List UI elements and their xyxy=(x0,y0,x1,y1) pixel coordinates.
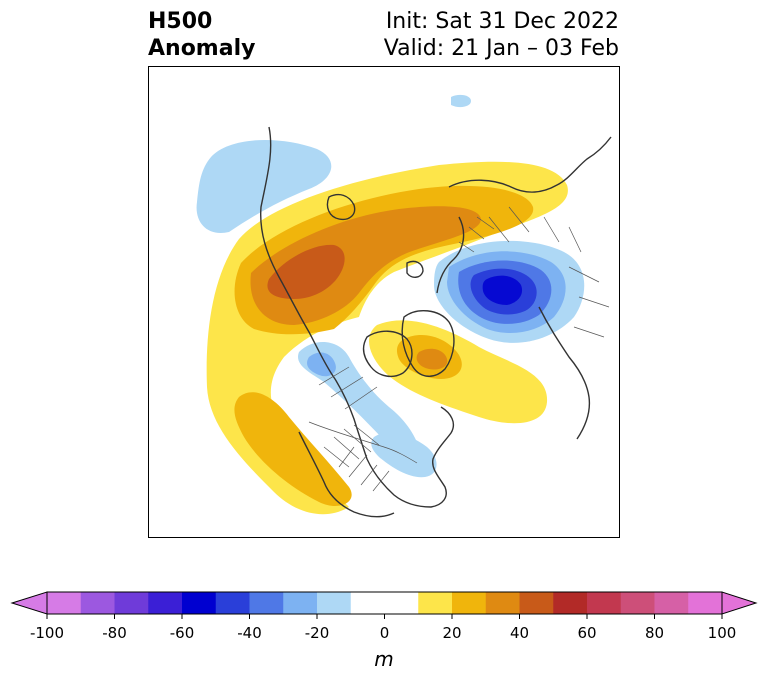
anomaly-map xyxy=(148,66,620,538)
coast-greenland xyxy=(401,310,455,377)
colorbar-tick-label: -100 xyxy=(29,624,65,642)
colorbar-tick-label: 0 xyxy=(379,624,390,642)
colorbar-band xyxy=(148,592,183,614)
border-russia xyxy=(488,206,582,253)
colorbar-band xyxy=(47,592,82,614)
coast-svalbard xyxy=(406,260,424,278)
colorbar-band xyxy=(80,592,115,614)
neg-anomaly-siberia-core xyxy=(482,275,523,305)
border-states-2 xyxy=(338,446,390,492)
neg-anomaly-east-us xyxy=(371,432,437,478)
coast-europe-west xyxy=(436,216,465,294)
colorbar-band xyxy=(620,592,655,614)
coast-asia-east xyxy=(538,306,591,440)
colorbar-under-arrow xyxy=(10,591,48,615)
coast-gulf-mexico xyxy=(298,431,395,518)
border-europe xyxy=(458,216,495,253)
colorbar-band xyxy=(587,592,622,614)
neg-anomaly-pacific xyxy=(196,139,332,233)
colorbar-band xyxy=(553,592,588,614)
colorbar xyxy=(10,591,758,619)
colorbar-tick-label: 60 xyxy=(577,624,597,642)
colorbar-band xyxy=(654,592,689,614)
border-canada-provinces xyxy=(318,366,378,410)
colorbar-band xyxy=(283,592,318,614)
pos-anomaly-ridge-core xyxy=(267,244,345,299)
coast-eurasia xyxy=(448,136,612,193)
colorbar-band xyxy=(249,592,284,614)
colorbar-band xyxy=(317,592,352,614)
colorbar-tick-label: -80 xyxy=(102,624,127,642)
map-svg xyxy=(196,94,612,518)
coast-north-america xyxy=(259,126,455,508)
colorbar-unit-label: m xyxy=(374,647,394,671)
colorbar-band xyxy=(215,592,250,614)
pos-anomaly-atlantic-core xyxy=(416,348,448,370)
colorbar-tick-label: -40 xyxy=(237,624,262,642)
colorbar-band xyxy=(350,592,419,614)
colorbar-band xyxy=(519,592,554,614)
coast-arctic-islands xyxy=(326,193,356,221)
title-left: H500 Anomaly xyxy=(148,8,255,62)
border-states-1 xyxy=(323,424,380,468)
colorbar-band xyxy=(688,592,723,614)
title-variable: H500 xyxy=(148,9,213,34)
colorbar-tick-label: -20 xyxy=(304,624,330,642)
coast-hudson-bay xyxy=(362,330,413,378)
borders xyxy=(308,206,610,492)
coastlines xyxy=(259,126,612,518)
colorbar-tick-label: 80 xyxy=(644,624,665,642)
colorbar-band xyxy=(182,592,217,614)
colorbar-band xyxy=(452,592,487,614)
colorbar-band xyxy=(485,592,520,614)
colorbar-tick-label: 40 xyxy=(509,624,530,642)
title-right: Init: Sat 31 Dec 2022 Valid: 21 Jan – 03… xyxy=(384,8,619,62)
colorbar-tick-label: 20 xyxy=(442,624,462,642)
neg-anomaly-arctic-small xyxy=(451,94,471,108)
valid-range: Valid: 21 Jan – 03 Feb xyxy=(383,36,619,61)
colorbar-band xyxy=(418,592,453,614)
colorbar-over-arrow xyxy=(721,591,758,615)
title-anomaly: Anomaly xyxy=(148,36,256,61)
border-us-canada xyxy=(308,421,418,464)
init-date: Init: Sat 31 Dec 2022 xyxy=(385,9,619,34)
colorbar-tick-label: 100 xyxy=(707,624,737,642)
border-asia xyxy=(568,266,610,338)
colorbar-tick-label: -60 xyxy=(169,624,195,642)
colorbar-band xyxy=(114,592,149,614)
